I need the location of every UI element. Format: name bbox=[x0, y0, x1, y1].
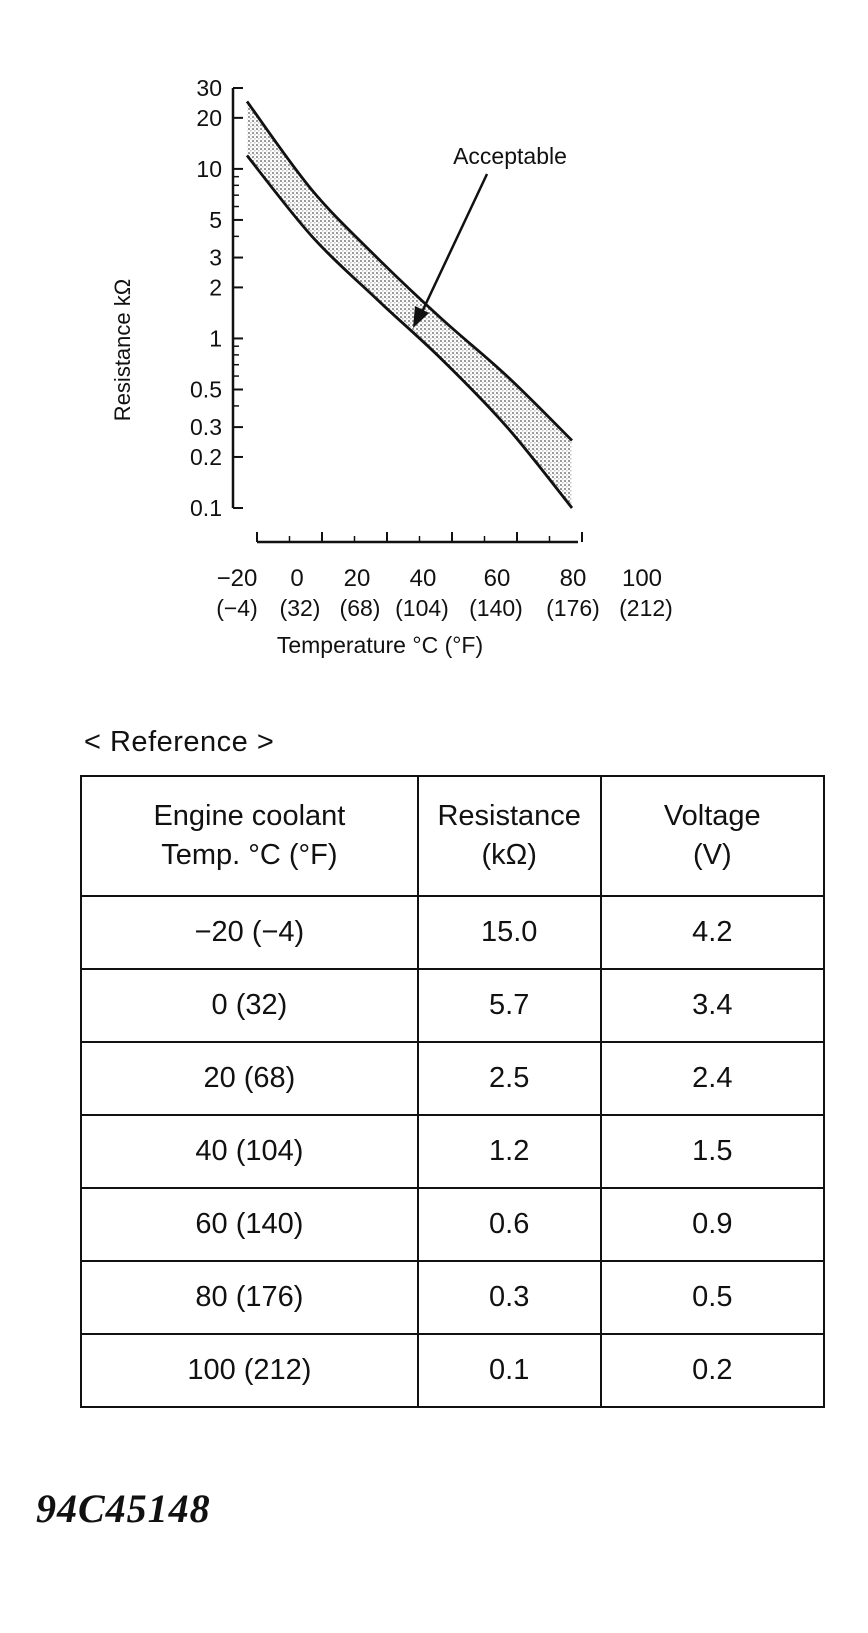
table-row: 20 (68) 2.5 2.4 bbox=[80, 1041, 826, 1116]
table-row: 100 (212) 0.1 0.2 bbox=[80, 1333, 826, 1408]
x-tick-label-celsius: 0 bbox=[290, 565, 303, 592]
cell-temperature: 20 (68) bbox=[80, 1041, 419, 1116]
figure-code: 94C45148 bbox=[36, 1486, 211, 1531]
y-tick-label: 10 bbox=[196, 156, 222, 182]
cell-resistance: 0.6 bbox=[416, 1187, 602, 1262]
table-row: 80 (176) 0.3 0.5 bbox=[80, 1260, 826, 1335]
cell-resistance: 2.5 bbox=[416, 1041, 602, 1116]
header-resistance: Resistance (kΩ) bbox=[416, 775, 602, 897]
cell-resistance: 0.1 bbox=[416, 1333, 602, 1408]
x-tick-label-celsius: 100 bbox=[622, 565, 662, 592]
header-temperature-line1: Engine coolant bbox=[153, 800, 346, 832]
x-axis-label: Temperature °C (°F) bbox=[277, 632, 483, 658]
x-tick-label-fahrenheit: (−4) bbox=[216, 595, 258, 621]
y-tick-label: 0.2 bbox=[190, 444, 222, 470]
cell-voltage: 0.5 bbox=[599, 1260, 826, 1335]
table-row: −20 (−4) 15.0 4.2 bbox=[80, 895, 826, 970]
annotation-label: Acceptable bbox=[453, 143, 567, 169]
annotation-arrow bbox=[413, 173, 489, 328]
cell-voltage: 3.4 bbox=[599, 968, 826, 1043]
header-voltage-line2: (V) bbox=[692, 839, 732, 871]
header-voltage: Voltage (V) bbox=[599, 775, 826, 897]
series-line-upper bbox=[245, 100, 573, 442]
table-row: 0 (32) 5.7 3.4 bbox=[80, 968, 826, 1043]
y-tick-label: 3 bbox=[209, 245, 222, 271]
header-resistance-line1: Resistance bbox=[437, 800, 581, 832]
table-row: 40 (104) 1.2 1.5 bbox=[80, 1114, 826, 1189]
y-tick-label: 2 bbox=[209, 274, 222, 300]
x-tick-label-celsius: −20 bbox=[217, 565, 258, 592]
cell-voltage: 0.2 bbox=[599, 1333, 826, 1408]
y-tick-label: 0.3 bbox=[190, 414, 222, 440]
cell-temperature: 100 (212) bbox=[80, 1333, 419, 1408]
header-voltage-line1: Voltage bbox=[663, 800, 761, 832]
cell-voltage: 1.5 bbox=[599, 1114, 826, 1189]
x-tick-label-celsius: 20 bbox=[344, 565, 371, 592]
table-header-row: Engine coolant Temp. °C (°F) Resistance … bbox=[80, 775, 826, 897]
acceptable-band bbox=[247, 101, 572, 509]
cell-voltage: 2.4 bbox=[599, 1041, 826, 1116]
y-tick-label: 1 bbox=[209, 325, 222, 351]
y-tick-label: 0.5 bbox=[190, 376, 222, 402]
x-tick-label-fahrenheit: (140) bbox=[469, 595, 523, 621]
x-tick-label-fahrenheit: (32) bbox=[280, 595, 321, 621]
x-tick-label-fahrenheit: (104) bbox=[395, 595, 449, 621]
x-tick-label-celsius: 60 bbox=[484, 565, 511, 592]
y-tick-label: 5 bbox=[209, 207, 222, 233]
cell-resistance: 15.0 bbox=[416, 895, 602, 970]
cell-temperature: 60 (140) bbox=[80, 1187, 419, 1262]
cell-resistance: 5.7 bbox=[416, 968, 602, 1043]
cell-temperature: 40 (104) bbox=[80, 1114, 419, 1189]
header-temperature-line2: Temp. °C (°F) bbox=[161, 839, 338, 871]
cell-voltage: 4.2 bbox=[599, 895, 826, 970]
cell-temperature: −20 (−4) bbox=[80, 895, 419, 970]
reference-table: Engine coolant Temp. °C (°F) Resistance … bbox=[80, 775, 826, 1408]
y-axis-label: Resistance kΩ bbox=[110, 279, 135, 421]
header-temperature: Engine coolant Temp. °C (°F) bbox=[80, 775, 419, 897]
x-tick-label-fahrenheit: (212) bbox=[619, 595, 673, 621]
cell-resistance: 0.3 bbox=[416, 1260, 602, 1335]
y-tick-label: 30 bbox=[196, 75, 222, 101]
cell-voltage: 0.9 bbox=[599, 1187, 826, 1262]
x-tick-label-celsius: 80 bbox=[560, 565, 587, 592]
reference-label: < Reference > bbox=[84, 726, 275, 758]
series-line-lower bbox=[245, 154, 574, 509]
header-resistance-line2: (kΩ) bbox=[481, 839, 537, 871]
cell-temperature: 80 (176) bbox=[80, 1260, 419, 1335]
x-tick-label-celsius: 40 bbox=[410, 565, 437, 592]
x-tick-label-fahrenheit: (68) bbox=[340, 595, 381, 621]
resistance-temperature-chart: 30 20 10 5 3 2 1 0.5 0.3 0.2 0.1 −20 (−4) 0 (32) 20 (68… bbox=[110, 75, 673, 658]
y-tick-label: 0.1 bbox=[190, 495, 222, 521]
table-row: 60 (140) 0.6 0.9 bbox=[80, 1187, 826, 1262]
y-tick-label: 20 bbox=[196, 105, 222, 131]
x-tick-label-fahrenheit: (176) bbox=[546, 595, 600, 621]
cell-temperature: 0 (32) bbox=[80, 968, 419, 1043]
cell-resistance: 1.2 bbox=[416, 1114, 602, 1189]
